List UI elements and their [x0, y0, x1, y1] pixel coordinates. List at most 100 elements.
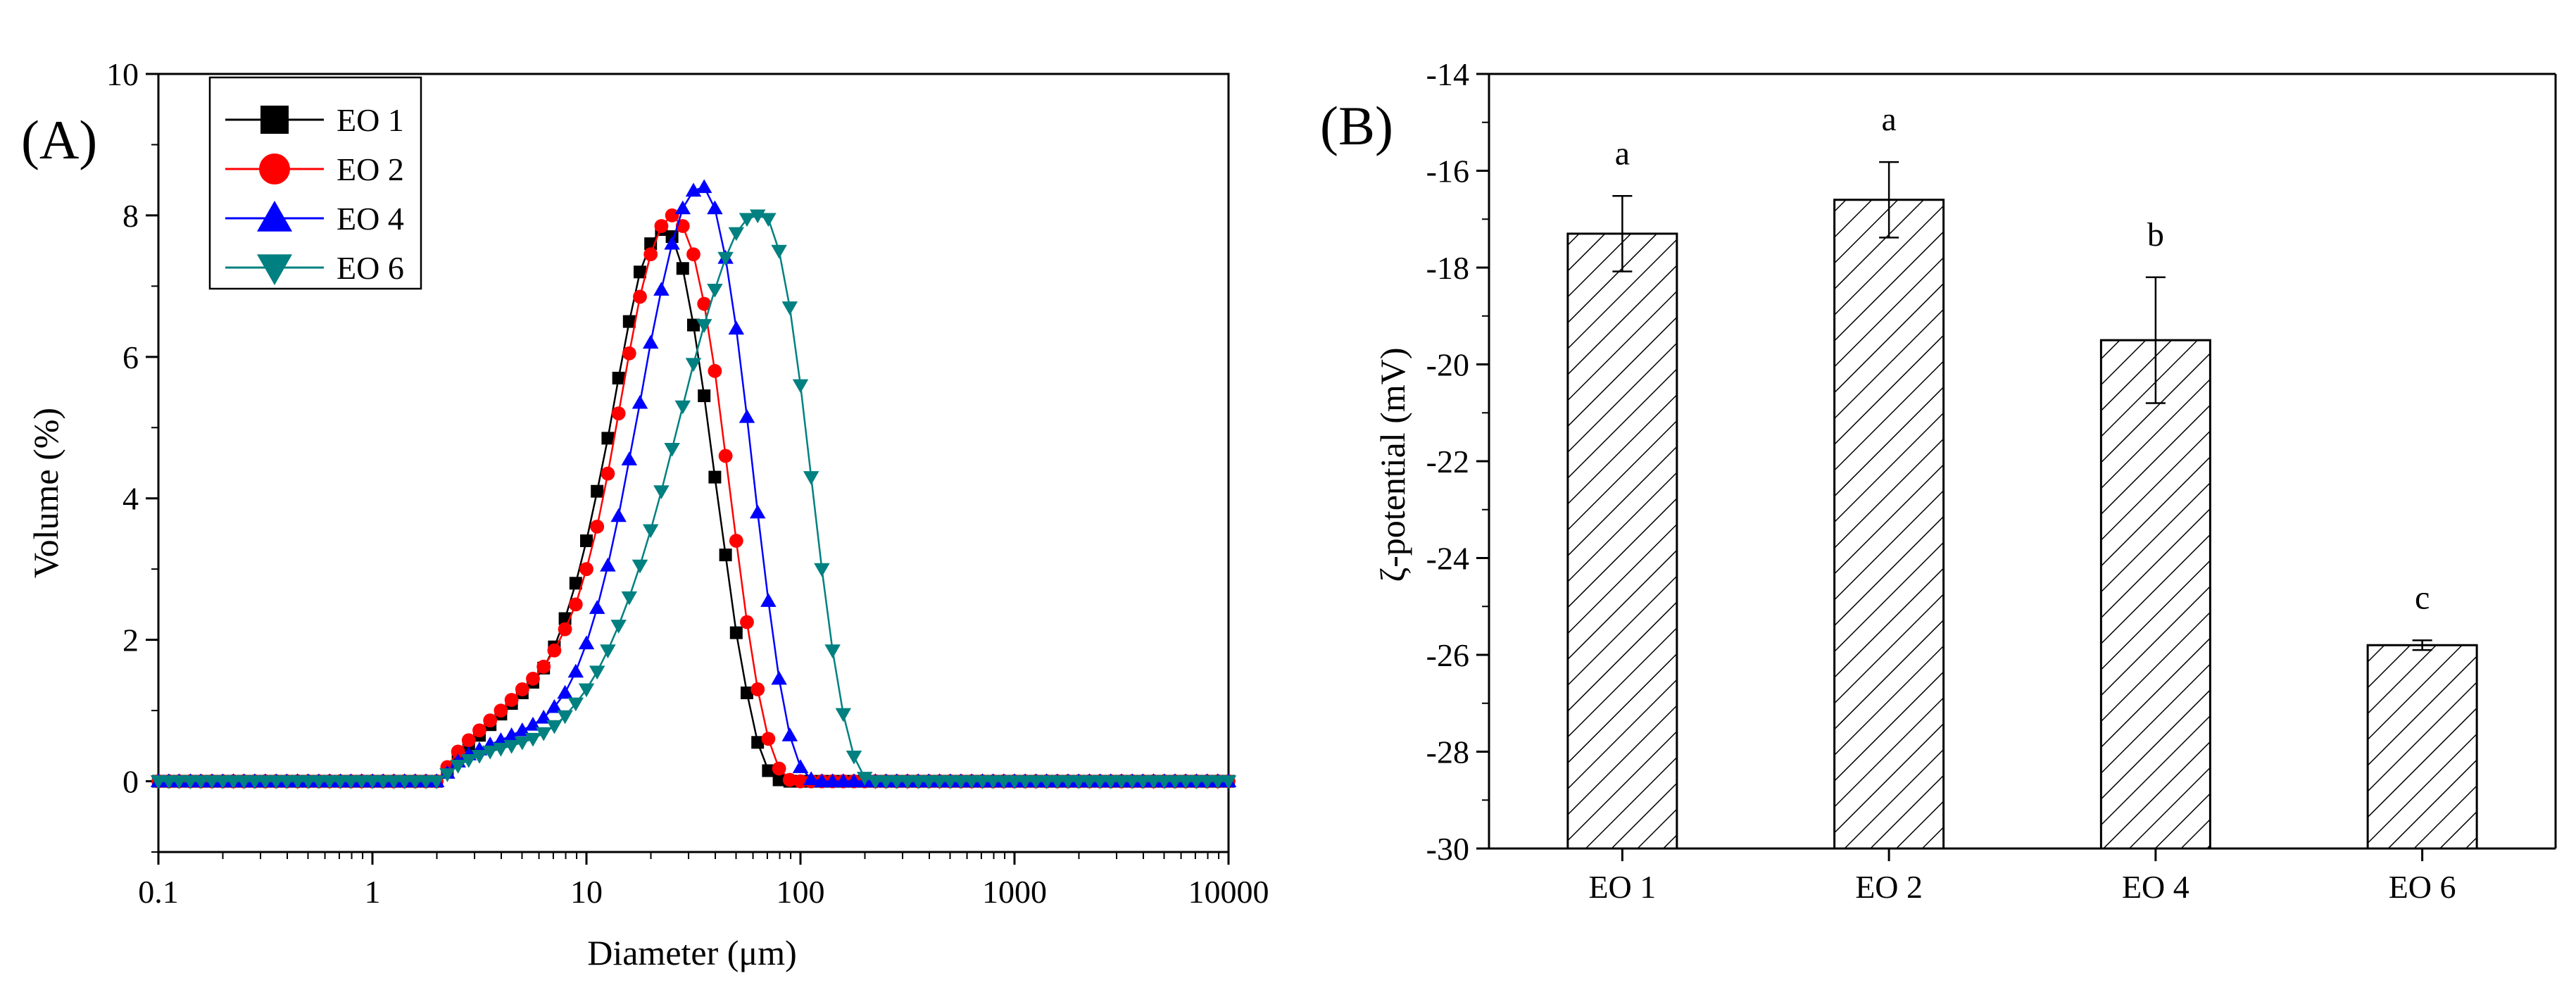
- data-point-eo-6: [396, 775, 413, 789]
- data-point-eo-6: [225, 775, 241, 789]
- data-point-eo-2: [526, 671, 540, 686]
- data-point-eo-6: [739, 213, 755, 227]
- y-tick-label: 10: [106, 56, 139, 92]
- data-point-eo-6: [707, 283, 723, 298]
- data-point-eo-4: [846, 773, 862, 787]
- data-point-eo-6: [728, 227, 745, 242]
- series-line-eo-2: [158, 214, 1229, 782]
- data-point-eo-2: [643, 247, 658, 262]
- series-eo-2: [151, 208, 1236, 789]
- data-point-eo-6: [974, 775, 991, 789]
- x-tick-label: EO 1: [1588, 869, 1656, 905]
- data-point-eo-6: [1124, 775, 1141, 789]
- data-point-eo-6: [1038, 775, 1055, 789]
- data-point-eo-6: [1156, 775, 1173, 789]
- data-point-eo-4: [589, 600, 605, 614]
- bar-eo-4: [2099, 339, 2211, 850]
- data-point-eo-6: [1199, 775, 1215, 789]
- data-point-eo-6: [1028, 775, 1044, 789]
- data-point-eo-6: [1092, 775, 1108, 789]
- x-tick-label: EO 2: [1855, 869, 1923, 905]
- data-point-eo-2: [633, 289, 647, 304]
- data-point-eo-6: [353, 775, 370, 789]
- data-point-eo-6: [1188, 775, 1205, 789]
- panel-b-chart: (B) -30-28-26-24-22-20-18-16-14 EO 1aEO …: [1320, 56, 2557, 905]
- data-point-eo-2: [708, 364, 722, 378]
- data-point-eo-6: [867, 775, 884, 789]
- data-point-eo-1: [729, 626, 743, 639]
- data-point-eo-1: [569, 577, 582, 590]
- data-point-eo-6: [653, 485, 670, 499]
- data-point-eo-6: [664, 442, 680, 457]
- data-point-eo-2: [558, 622, 572, 637]
- data-point-eo-4: [610, 508, 627, 522]
- bar-eo-2: [1833, 199, 1945, 850]
- data-point-eo-6: [760, 213, 777, 227]
- data-point-eo-4: [749, 504, 766, 519]
- data-point-eo-6: [953, 775, 969, 789]
- data-point-eo-6: [1006, 775, 1023, 789]
- panel-a-axes: [157, 73, 1230, 853]
- series-eo-6: [150, 209, 1237, 789]
- data-point-eo-2: [782, 772, 797, 787]
- data-point-eo-6: [407, 775, 424, 789]
- data-point-eo-2: [515, 682, 529, 696]
- y-tick-label: -18: [1426, 250, 1469, 286]
- data-point-eo-6: [856, 772, 873, 786]
- x-tick-label: 100: [777, 874, 825, 910]
- data-point-eo-2: [622, 346, 636, 361]
- series-line-eo-6: [158, 214, 1229, 782]
- data-point-eo-4: [632, 394, 648, 409]
- panel-a-legend: EO 1 EO 2 EO 4 EO 6: [208, 76, 422, 290]
- legend-label-eo-6: EO 6: [337, 250, 404, 286]
- data-point-eo-4: [493, 732, 509, 746]
- panel-a-y-axis-title: Volume (%): [26, 408, 65, 578]
- data-point-eo-6: [343, 775, 359, 789]
- data-point-eo-1: [633, 265, 646, 279]
- y-tick-label: -28: [1426, 734, 1469, 770]
- data-point-eo-6: [310, 775, 327, 789]
- data-point-eo-1: [740, 686, 753, 699]
- data-point-eo-4: [674, 200, 691, 215]
- x-tick-label: EO 4: [2122, 869, 2189, 905]
- data-point-eo-6: [803, 471, 819, 485]
- data-point-eo-6: [696, 319, 712, 333]
- data-point-eo-2: [472, 723, 486, 738]
- data-point-eo-6: [717, 251, 734, 266]
- data-point-eo-2: [740, 615, 754, 630]
- data-point-eo-4: [514, 722, 531, 737]
- data-point-eo-4: [642, 334, 659, 349]
- data-point-eo-1: [762, 764, 775, 777]
- data-point-eo-6: [1135, 775, 1151, 789]
- data-point-eo-6: [450, 760, 466, 774]
- data-point-eo-6: [888, 775, 905, 789]
- y-tick-label: 0: [122, 764, 139, 800]
- panel-a-plot-frame: [157, 73, 1230, 853]
- legend-marker-eo-1: [260, 106, 289, 134]
- data-point-eo-4: [824, 773, 841, 787]
- significance-letter-eo-2: a: [1881, 101, 1896, 138]
- data-point-eo-4: [546, 699, 563, 713]
- x-tick-label: 1: [365, 874, 381, 910]
- data-point-eo-6: [161, 775, 177, 789]
- data-point-eo-6: [1113, 775, 1130, 789]
- legend-marker-eo-4: [257, 201, 292, 232]
- data-point-eo-6: [632, 559, 648, 574]
- data-point-eo-6: [482, 745, 498, 760]
- data-point-eo-6: [600, 644, 616, 658]
- data-point-eo-4: [653, 282, 670, 296]
- data-point-eo-6: [878, 775, 894, 789]
- data-point-eo-1: [719, 549, 732, 562]
- data-point-eo-1: [591, 484, 604, 498]
- data-point-eo-6: [1167, 775, 1183, 789]
- data-point-eo-6: [578, 683, 595, 698]
- data-point-eo-4: [728, 320, 745, 335]
- data-point-eo-6: [236, 775, 252, 789]
- data-point-eo-6: [589, 665, 605, 680]
- data-point-eo-6: [364, 775, 381, 789]
- data-point-eo-4: [771, 670, 787, 685]
- data-point-eo-6: [910, 775, 926, 789]
- y-tick-label: -22: [1426, 444, 1469, 480]
- panel-b-ticks: -30 -28 -26 -24 -22 -20 -18 -16 -14: [1426, 56, 1489, 867]
